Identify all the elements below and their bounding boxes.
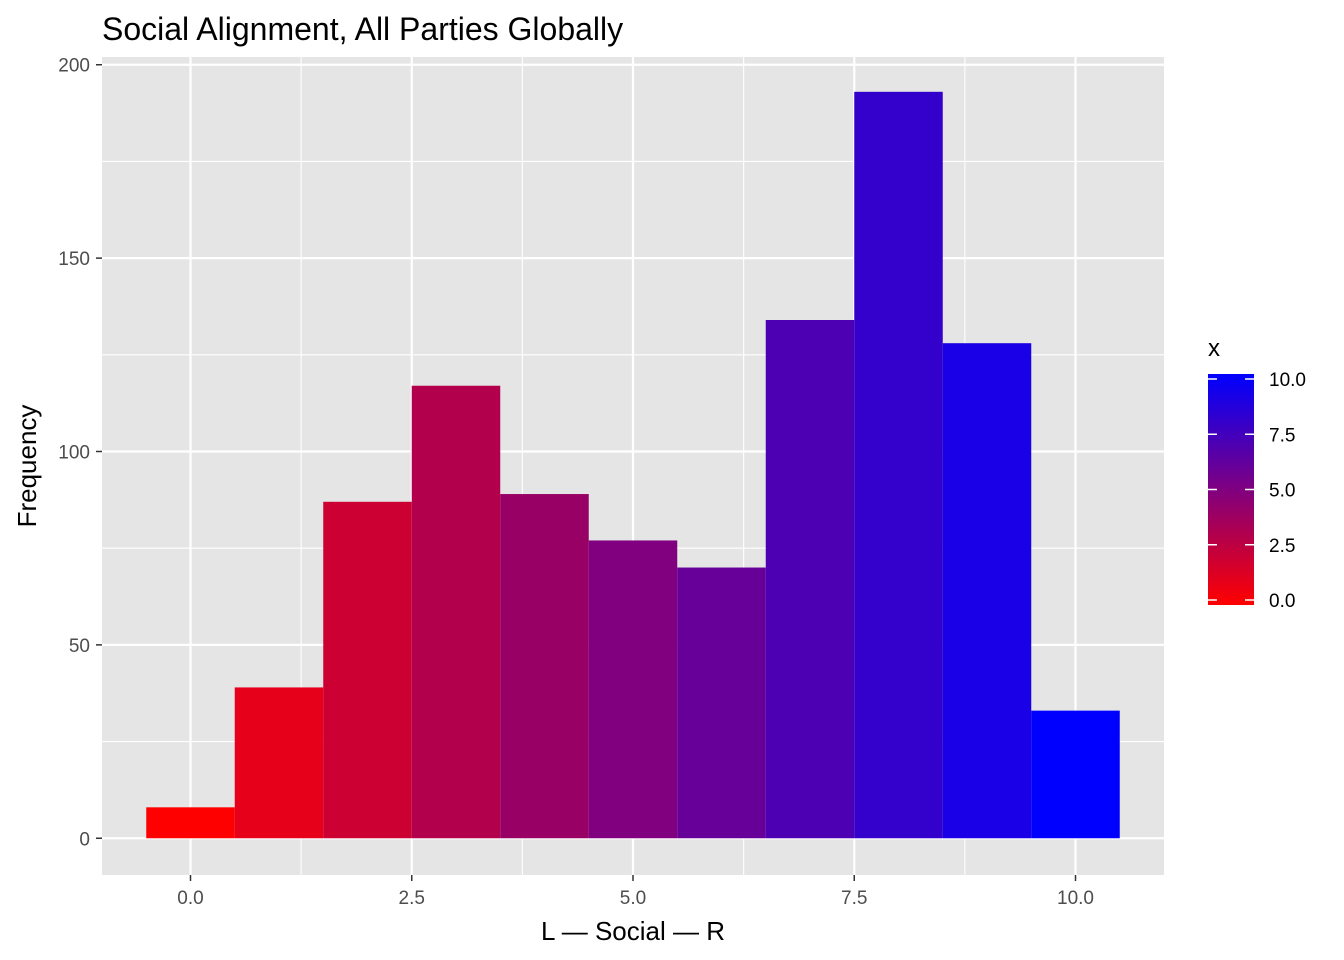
histogram-bar-7 <box>765 319 855 839</box>
legend-tick-label: 0.0 <box>1269 591 1295 612</box>
histogram-bar-6 <box>677 567 766 839</box>
histogram-bar-1 <box>234 687 324 839</box>
legend-tick-label: 7.5 <box>1269 425 1295 446</box>
histogram-bar-9 <box>942 343 1032 839</box>
y-axis: 0 50 100 150 200 <box>58 56 102 850</box>
color-legend: x 0.0 2.5 5.0 7.5 10.0 <box>1208 335 1306 612</box>
histogram-bar-2 <box>323 501 412 839</box>
x-axis: 0.0 2.5 5.0 7.5 10.0 <box>177 875 1094 909</box>
legend-tick-label: 2.5 <box>1269 536 1295 557</box>
histogram-bar-3 <box>411 385 501 839</box>
histogram-bar-5 <box>588 540 678 839</box>
histogram-bars <box>146 91 1120 839</box>
x-axis-title: L — Social — R <box>541 916 725 946</box>
y-tick-label: 200 <box>58 56 90 77</box>
chart-title: Social Alignment, All Parties Globally <box>102 11 623 47</box>
x-tick-label: 7.5 <box>841 888 867 909</box>
histogram-bar-10 <box>1031 710 1120 839</box>
legend-tick-label: 5.0 <box>1269 481 1295 502</box>
histogram-bar-8 <box>854 91 943 839</box>
legend-title: x <box>1208 335 1220 362</box>
x-tick-label: 0.0 <box>177 888 203 909</box>
x-tick-label: 5.0 <box>620 888 646 909</box>
y-tick-label: 50 <box>69 636 90 657</box>
legend-ticks: 0.0 2.5 5.0 7.5 10.0 <box>1208 370 1306 612</box>
histogram-bar-0 <box>146 807 235 839</box>
y-tick-label: 150 <box>58 249 90 270</box>
legend-tick-label: 10.0 <box>1269 370 1306 391</box>
x-tick-label: 10.0 <box>1057 888 1094 909</box>
histogram-bar-4 <box>500 494 589 839</box>
y-tick-label: 100 <box>58 442 90 463</box>
y-tick-label: 0 <box>79 829 90 850</box>
y-axis-title: Frequency <box>12 405 42 528</box>
x-tick-label: 2.5 <box>399 888 425 909</box>
